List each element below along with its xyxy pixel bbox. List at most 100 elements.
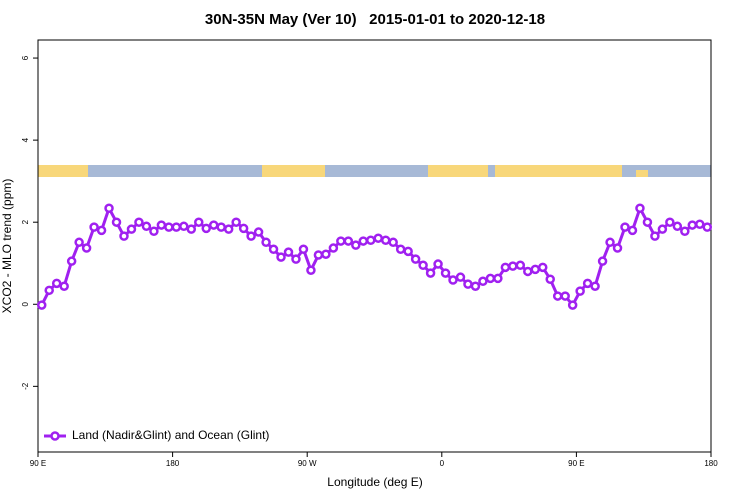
x-tick-label: 90 E <box>30 459 46 468</box>
y-tick-label: -2 <box>21 382 30 390</box>
land-band <box>428 165 488 177</box>
data-point <box>493 273 503 284</box>
data-point <box>208 220 219 230</box>
data-point <box>478 276 488 287</box>
data-point <box>104 203 114 213</box>
data-point <box>620 222 630 232</box>
data-point <box>530 264 541 275</box>
data-point <box>298 244 309 255</box>
land-band <box>38 165 88 177</box>
data-point <box>81 243 92 253</box>
data-point <box>680 226 690 236</box>
data-point <box>515 260 526 271</box>
y-tick-label: 6 <box>21 55 30 60</box>
data-point <box>283 247 294 257</box>
data-point <box>508 261 518 271</box>
plot-frame <box>37 39 712 453</box>
y-tick-label: 0 <box>21 301 30 306</box>
data-point <box>650 231 660 241</box>
data-point <box>231 217 241 227</box>
data-point <box>126 224 137 234</box>
data-point <box>268 244 279 255</box>
data-point <box>164 222 174 232</box>
land-band <box>262 165 325 177</box>
data-point <box>246 231 256 241</box>
legend-label: Land (Nadir&Glint) and Ocean (Glint) <box>72 428 269 442</box>
land-band <box>636 170 648 177</box>
data-point <box>695 219 705 230</box>
data-point <box>672 221 683 232</box>
data-point <box>201 223 211 234</box>
data-point <box>119 231 129 241</box>
data-point <box>582 278 593 289</box>
x-tick-label: 90 E <box>568 459 584 468</box>
data-point <box>538 262 548 273</box>
data-point <box>238 223 249 234</box>
data-point <box>687 220 698 230</box>
data-point <box>179 221 189 232</box>
data-point <box>171 222 182 232</box>
data-point <box>500 262 511 273</box>
data-point <box>66 256 77 266</box>
data-point <box>141 221 152 232</box>
data-point <box>642 217 653 227</box>
data-point <box>635 203 645 213</box>
data-point <box>156 220 167 230</box>
data-point <box>321 249 331 259</box>
data-point <box>590 281 600 291</box>
chart-title: 30N-35N May (Ver 10) 2015-01-01 to 2020-… <box>205 11 545 28</box>
data-point <box>612 243 623 253</box>
data-point <box>463 279 473 289</box>
land-ocean-band <box>38 165 711 177</box>
data-point <box>366 235 376 246</box>
y-tick-label: 2 <box>21 219 30 224</box>
y-tick-label: 4 <box>21 137 30 142</box>
data-point <box>702 222 713 232</box>
data-point <box>575 286 585 296</box>
x-tick-label: 180 <box>166 459 180 468</box>
data-point <box>51 278 62 289</box>
y-axis-label: XCO2 - MLO trend (ppm) <box>0 179 14 314</box>
x-tick-label: 180 <box>704 459 718 468</box>
data-point <box>485 273 496 284</box>
data-point <box>36 300 47 310</box>
data-point <box>627 225 638 236</box>
data-point <box>425 268 436 278</box>
x-tick-label: 90 W <box>298 459 317 468</box>
data-point <box>373 233 383 243</box>
data-point <box>328 243 339 253</box>
data-point <box>194 217 204 227</box>
data-point <box>134 217 144 227</box>
data-point <box>410 254 421 264</box>
data-point <box>343 236 354 246</box>
data-point <box>560 291 570 301</box>
data-point <box>403 246 413 257</box>
data-point <box>276 252 286 262</box>
data-point <box>597 256 608 266</box>
data-point <box>358 236 369 246</box>
data-point <box>59 281 69 291</box>
data-point <box>470 281 481 291</box>
data-point <box>44 285 54 296</box>
data-point <box>380 235 391 246</box>
data-point <box>291 254 301 264</box>
data-point <box>74 237 84 248</box>
data-point <box>567 300 578 310</box>
data-point <box>395 244 406 255</box>
x-tick-label: 0 <box>440 459 445 468</box>
data-point <box>418 260 428 271</box>
land-band <box>495 165 622 177</box>
data-point <box>253 227 264 237</box>
data-point <box>216 222 226 232</box>
data-point <box>523 266 533 277</box>
data-point <box>186 224 197 234</box>
legend-marker <box>50 431 60 441</box>
data-point <box>261 237 271 248</box>
data-point <box>433 259 443 269</box>
data-point <box>665 217 675 227</box>
data-point <box>440 268 451 278</box>
data-point <box>545 274 555 284</box>
data-point <box>313 250 324 260</box>
data-point <box>388 237 398 248</box>
